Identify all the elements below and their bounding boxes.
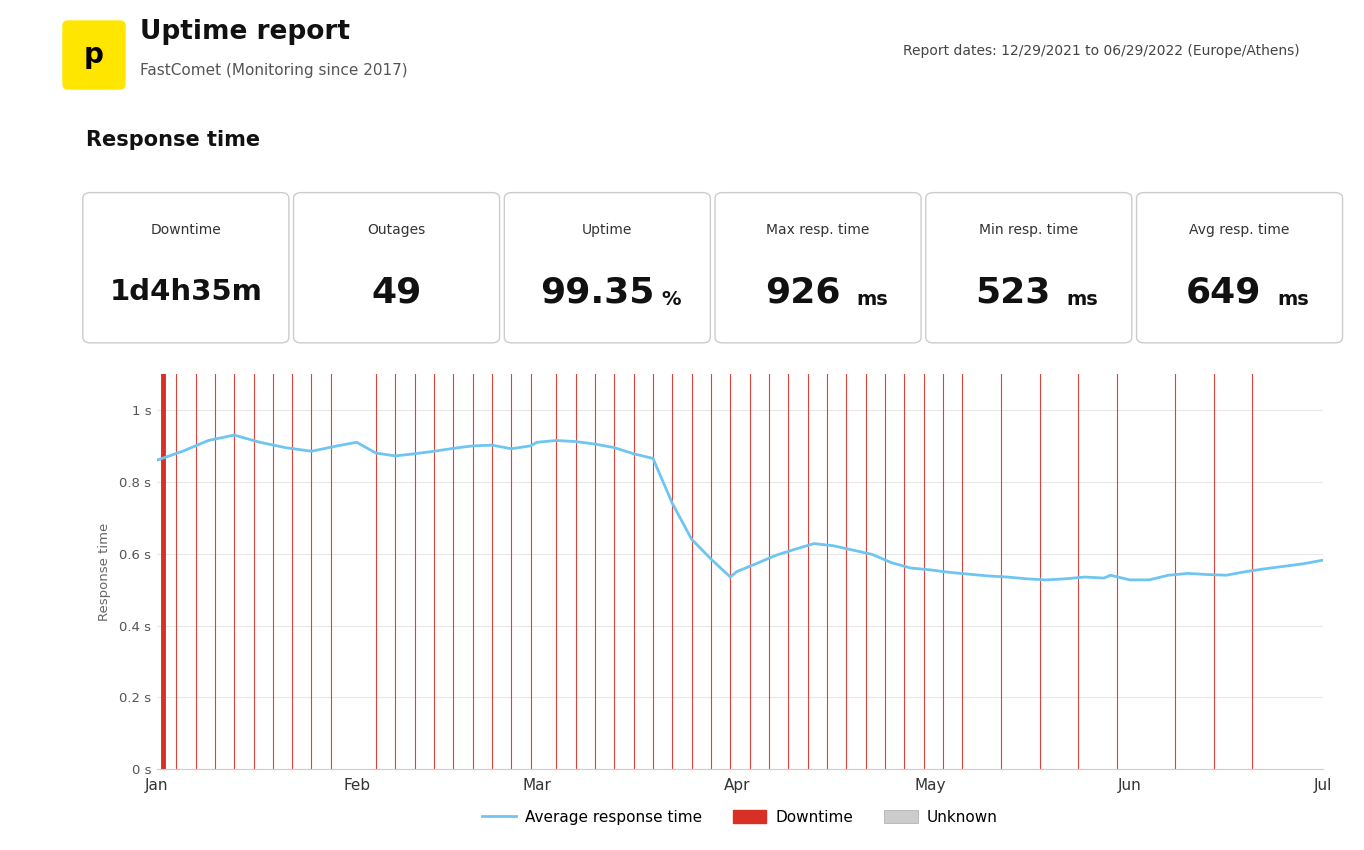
Legend: Average response time, Downtime, Unknown: Average response time, Downtime, Unknown: [476, 803, 1004, 830]
Text: %: %: [662, 290, 681, 309]
Text: 99.35: 99.35: [540, 275, 655, 309]
Text: Downtime: Downtime: [150, 224, 221, 237]
Text: FastComet (Monitoring since 2017): FastComet (Monitoring since 2017): [140, 63, 408, 77]
Text: Uptime report: Uptime report: [140, 19, 351, 45]
Text: Response time: Response time: [86, 129, 261, 150]
FancyBboxPatch shape: [63, 21, 125, 89]
Text: Outages: Outages: [367, 224, 426, 237]
Text: Avg resp. time: Avg resp. time: [1189, 224, 1290, 237]
Text: 49: 49: [371, 275, 421, 309]
Text: Min resp. time: Min resp. time: [979, 224, 1079, 237]
Y-axis label: Response time: Response time: [98, 523, 110, 620]
Text: p: p: [85, 41, 104, 69]
FancyBboxPatch shape: [1136, 193, 1342, 343]
Text: 523: 523: [975, 275, 1050, 309]
Text: ms: ms: [857, 290, 888, 309]
FancyBboxPatch shape: [715, 193, 921, 343]
FancyBboxPatch shape: [83, 193, 289, 343]
Text: Report dates: 12/29/2021 to 06/29/2022 (Europe/Athens): Report dates: 12/29/2021 to 06/29/2022 (…: [903, 44, 1300, 58]
FancyBboxPatch shape: [926, 193, 1132, 343]
Text: 926: 926: [765, 275, 840, 309]
Text: Uptime: Uptime: [582, 224, 633, 237]
FancyBboxPatch shape: [293, 193, 499, 343]
Text: 649: 649: [1187, 275, 1262, 309]
Text: ms: ms: [1067, 290, 1098, 309]
Text: 1d4h35m: 1d4h35m: [109, 278, 262, 306]
FancyBboxPatch shape: [505, 193, 711, 343]
Text: Max resp. time: Max resp. time: [767, 224, 870, 237]
Text: ms: ms: [1278, 290, 1309, 309]
